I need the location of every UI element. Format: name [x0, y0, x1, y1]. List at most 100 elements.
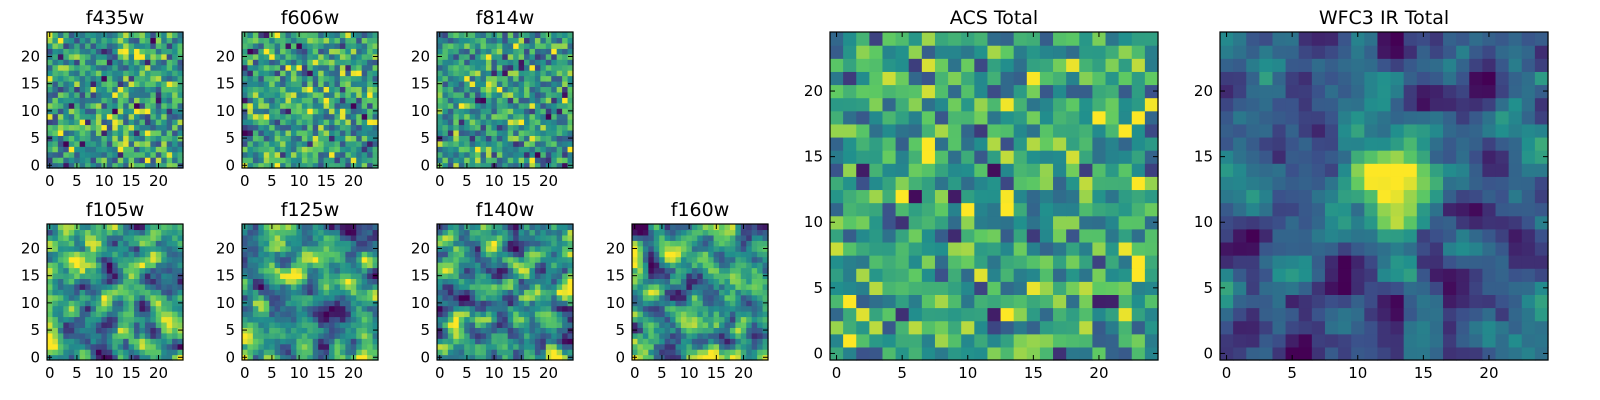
- heatmap-cell: [637, 343, 644, 350]
- heatmap-cell: [252, 278, 259, 285]
- heatmap-cell: [290, 251, 297, 258]
- heatmap-cell: [68, 135, 75, 142]
- x-tick-label: 5: [72, 172, 82, 190]
- heatmap-cell: [485, 289, 492, 296]
- heatmap-cell: [52, 278, 59, 285]
- heatmap-cell: [708, 321, 715, 328]
- heatmap-cell: [307, 289, 314, 296]
- heatmap-cell: [648, 278, 655, 285]
- heatmap-cell: [274, 327, 281, 334]
- heatmap-cell: [762, 343, 769, 350]
- heatmap-cell: [323, 75, 330, 82]
- heatmap-cell: [659, 300, 666, 307]
- heatmap-cell: [339, 349, 346, 356]
- heatmap-cell: [252, 305, 259, 312]
- heatmap-cell: [345, 32, 352, 39]
- heatmap-cell: [735, 251, 742, 258]
- heatmap-cell: [106, 162, 113, 169]
- heatmap-cell: [150, 102, 157, 109]
- heatmap-cell: [974, 163, 989, 177]
- heatmap-cell: [47, 338, 54, 345]
- heatmap-cell: [274, 162, 281, 169]
- heatmap-cell: [74, 229, 81, 236]
- heatmap-cell: [307, 97, 314, 104]
- heatmap-cell: [642, 283, 649, 290]
- heatmap-cell: [637, 354, 644, 361]
- heatmap-cell: [274, 53, 281, 60]
- heatmap-cell: [79, 224, 86, 231]
- heatmap-cell: [150, 48, 157, 55]
- heatmap-cell: [1105, 228, 1120, 243]
- heatmap-cell: [350, 283, 357, 290]
- heatmap-cell: [68, 321, 75, 328]
- heatmap-cell: [556, 86, 563, 93]
- heatmap-cell: [529, 240, 536, 247]
- heatmap-cell: [485, 48, 492, 55]
- heatmap-cell: [702, 262, 709, 269]
- heatmap-cell: [139, 102, 146, 109]
- heatmap-cell: [269, 234, 276, 241]
- heatmap-cell: [144, 349, 151, 356]
- heatmap-cell: [680, 305, 687, 312]
- heatmap-cell: [63, 311, 70, 318]
- heatmap-cell: [166, 102, 173, 109]
- heatmap-cell: [252, 316, 259, 323]
- heatmap-cell: [437, 64, 444, 71]
- heatmap-cell: [1118, 320, 1133, 335]
- heatmap-cell: [57, 349, 64, 356]
- heatmap-cell: [735, 278, 742, 285]
- heatmap-cell: [675, 229, 682, 236]
- heatmap-cell: [318, 113, 325, 120]
- y-tick-label: 10: [21, 294, 40, 312]
- heatmap-cell: [339, 316, 346, 323]
- heatmap-cell: [269, 64, 276, 71]
- heatmap-cell: [79, 256, 86, 263]
- heatmap-cell: [686, 294, 693, 301]
- y-tick-label: 10: [606, 294, 625, 312]
- heatmap-cell: [567, 140, 574, 147]
- heatmap-cell: [697, 300, 704, 307]
- heatmap-cell: [280, 59, 287, 66]
- heatmap-cell: [361, 32, 368, 39]
- heatmap-cell: [746, 224, 753, 231]
- heatmap-cell: [252, 272, 259, 279]
- heatmap-cell: [1079, 228, 1093, 243]
- heatmap-cell: [529, 229, 536, 236]
- heatmap-cell: [632, 267, 639, 274]
- heatmap-cell: [90, 162, 97, 169]
- heatmap-cell: [746, 267, 753, 274]
- heatmap-cell: [974, 346, 989, 361]
- heatmap-cell: [139, 229, 146, 236]
- heatmap-cell: [453, 338, 460, 345]
- heatmap-cell: [562, 80, 569, 87]
- heatmap-cell: [551, 97, 558, 104]
- heatmap-cell: [485, 151, 492, 158]
- heatmap-cell: [751, 311, 758, 318]
- heatmap-cell: [112, 349, 119, 356]
- heatmap-cell: [329, 251, 336, 258]
- heatmap-cell: [52, 240, 59, 247]
- heatmap-cell: [269, 229, 276, 236]
- heatmap-cell: [361, 278, 368, 285]
- heatmap-cell: [437, 240, 444, 247]
- heatmap-cell: [540, 305, 547, 312]
- heatmap-cell: [1000, 307, 1015, 322]
- heatmap-cell: [52, 256, 59, 263]
- heatmap-cell: [150, 224, 157, 231]
- heatmap-cell: [356, 349, 363, 356]
- heatmap-cell: [123, 91, 130, 98]
- heatmap-cell: [648, 245, 655, 252]
- heatmap-cell: [740, 300, 747, 307]
- heatmap-cell: [144, 234, 151, 241]
- heatmap-cell: [47, 86, 54, 93]
- heatmap-cell: [52, 305, 59, 312]
- heatmap-cell: [856, 281, 870, 295]
- heatmap-cell: [664, 338, 671, 345]
- heatmap-cell: [144, 124, 151, 131]
- heatmap-cell: [90, 135, 97, 142]
- heatmap-cell: [139, 267, 146, 274]
- heatmap-cell: [63, 129, 70, 136]
- heatmap-cell: [172, 157, 179, 164]
- heatmap-cell: [329, 224, 336, 231]
- heatmap-cell: [469, 124, 476, 131]
